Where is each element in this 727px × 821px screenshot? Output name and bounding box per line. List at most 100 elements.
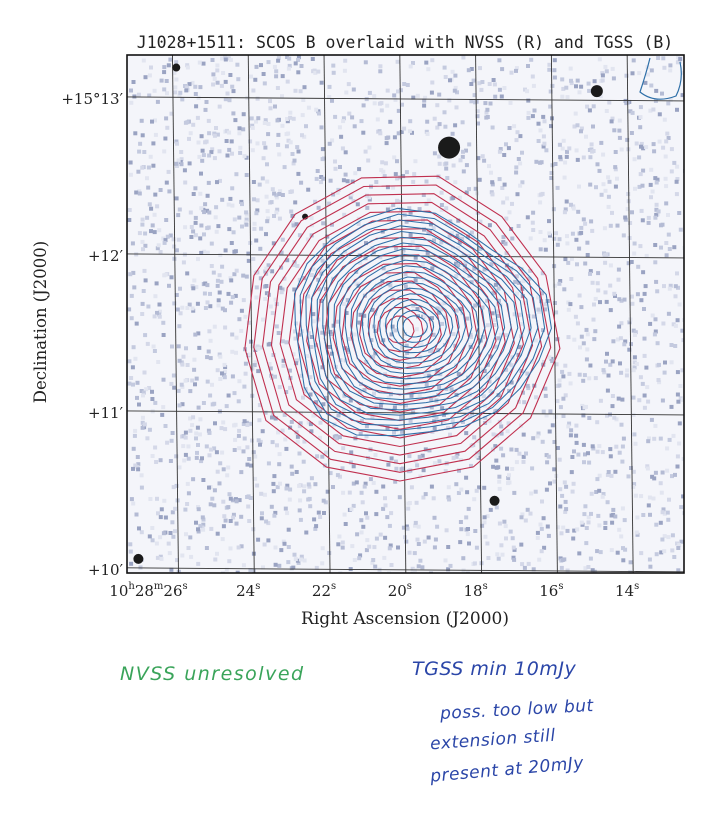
noise-pixel: [162, 87, 167, 92]
noise-pixel: [356, 221, 361, 226]
noise-pixel: [272, 64, 277, 69]
noise-pixel: [520, 562, 525, 567]
noise-pixel: [588, 155, 593, 160]
noise-pixel: [613, 165, 618, 170]
noise-pixel: [361, 103, 366, 108]
noise-pixel: [485, 514, 490, 519]
noise-pixel: [660, 222, 665, 227]
noise-pixel: [405, 83, 410, 87]
noise-pixel: [638, 105, 643, 110]
noise-pixel: [487, 419, 492, 424]
noise-pixel: [570, 455, 575, 459]
noise-pixel: [183, 378, 188, 383]
noise-pixel: [237, 317, 242, 322]
noise-pixel: [342, 393, 347, 398]
noise-pixel: [203, 202, 208, 207]
noise-pixel: [202, 291, 207, 296]
noise-pixel: [371, 354, 376, 359]
noise-pixel: [250, 366, 255, 371]
noise-pixel: [565, 149, 569, 154]
noise-pixel: [548, 233, 552, 238]
noise-pixel: [264, 284, 269, 288]
noise-pixel: [627, 347, 632, 352]
noise-pixel: [273, 374, 277, 379]
noise-pixel: [595, 477, 600, 482]
noise-pixel: [671, 433, 676, 438]
noise-pixel: [134, 190, 139, 195]
noise-pixel: [603, 290, 608, 295]
noise-pixel: [347, 337, 352, 342]
noise-pixel: [236, 545, 241, 550]
noise-pixel: [543, 247, 548, 252]
noise-pixel: [641, 168, 646, 173]
noise-pixel: [542, 359, 546, 364]
noise-pixel: [635, 515, 640, 520]
noise-pixel: [202, 249, 207, 254]
noise-pixel: [491, 464, 496, 469]
noise-pixel: [399, 434, 404, 439]
noise-pixel: [565, 528, 570, 533]
noise-pixel: [673, 472, 677, 477]
noise-pixel: [374, 489, 379, 494]
noise-pixel: [164, 180, 169, 185]
noise-pixel: [255, 208, 260, 213]
noise-pixel: [404, 524, 409, 529]
noise-pixel: [279, 548, 284, 553]
noise-pixel: [475, 451, 480, 456]
noise-pixel: [625, 207, 630, 212]
nvss-contour-level: [262, 193, 543, 465]
noise-pixel: [633, 186, 637, 191]
noise-pixel: [594, 185, 598, 190]
noise-pixel: [569, 428, 574, 433]
noise-pixel: [512, 557, 517, 562]
noise-pixel: [531, 436, 536, 441]
noise-pixel: [287, 56, 292, 61]
noise-pixel: [275, 118, 280, 123]
noise-pixel: [223, 79, 228, 84]
noise-pixel: [279, 250, 284, 255]
noise-pixel: [260, 429, 265, 434]
noise-pixel: [252, 363, 257, 368]
noise-pixel: [656, 209, 661, 214]
noise-pixel: [183, 84, 187, 88]
noise-pixel: [538, 200, 543, 205]
noise-pixel: [203, 281, 208, 286]
noise-pixel: [324, 287, 328, 292]
noise-pixel: [141, 289, 146, 293]
noise-pixel: [313, 526, 318, 531]
noise-pixel: [291, 352, 296, 357]
noise-pixel: [552, 440, 557, 444]
noise-pixel: [446, 495, 451, 500]
noise-pixel: [396, 108, 401, 113]
noise-pixel: [473, 100, 478, 105]
noise-pixel: [239, 308, 244, 313]
noise-pixel: [437, 459, 442, 464]
noise-pixel: [140, 239, 145, 244]
noise-pixel: [348, 398, 353, 403]
noise-pixel: [607, 100, 612, 105]
noise-pixel: [574, 237, 579, 242]
noise-pixel: [514, 447, 519, 452]
noise-pixel: [424, 60, 429, 65]
noise-pixel: [161, 531, 166, 536]
noise-pixel: [509, 266, 514, 271]
noise-pixel: [613, 150, 618, 154]
noise-pixel: [301, 395, 305, 400]
noise-pixel: [577, 293, 582, 298]
noise-pixel: [657, 380, 662, 385]
noise-pixel: [590, 444, 595, 449]
noise-pixel: [445, 294, 450, 299]
noise-pixel: [142, 422, 147, 427]
noise-pixel: [296, 149, 301, 154]
noise-pixel: [277, 152, 282, 157]
noise-pixel: [412, 568, 417, 573]
noise-pixel: [588, 182, 593, 187]
noise-pixel: [599, 140, 604, 145]
noise-pixel: [343, 172, 348, 177]
noise-pixel: [205, 379, 210, 384]
noise-pixel: [135, 380, 140, 385]
noise-pixel: [611, 507, 616, 512]
noise-pixel: [280, 94, 284, 99]
noise-pixel: [502, 182, 507, 187]
noise-pixel: [372, 391, 376, 396]
